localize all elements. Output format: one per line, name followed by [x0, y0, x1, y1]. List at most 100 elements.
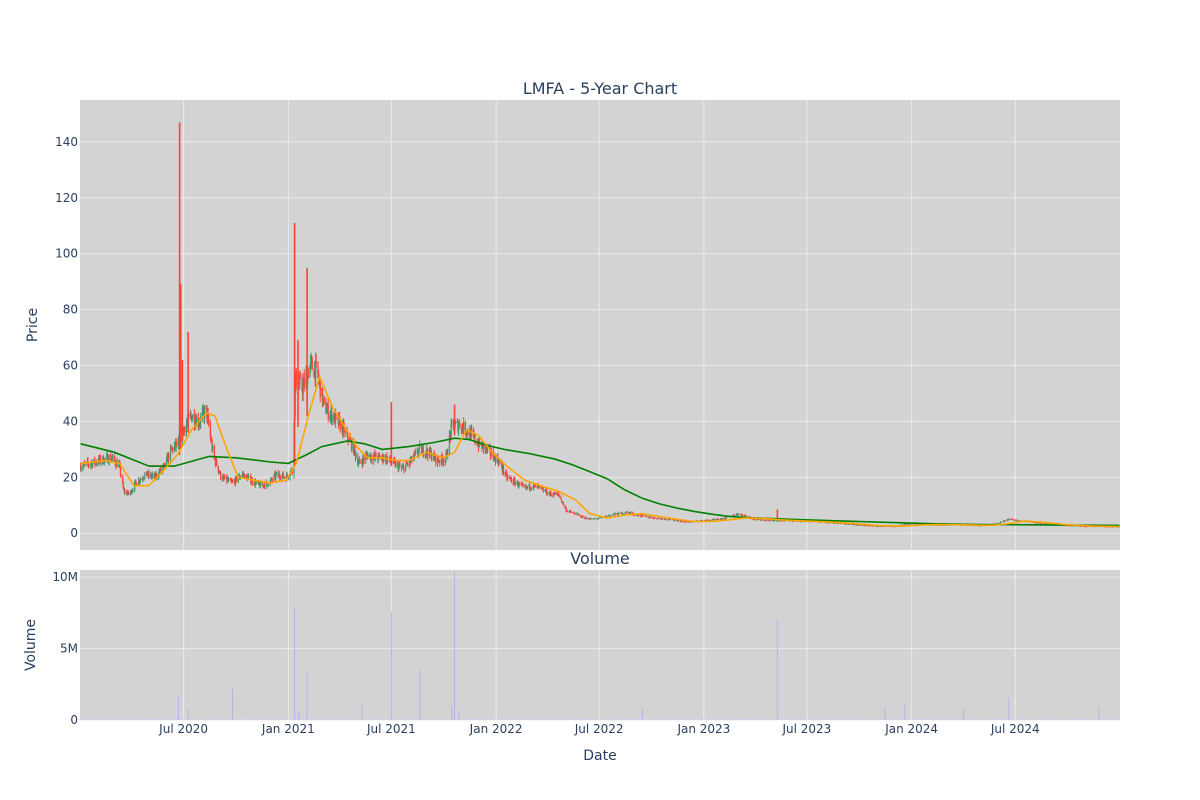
candle-body [291, 471, 293, 473]
candle-body [1080, 526, 1082, 528]
candle-body [452, 421, 455, 425]
candle-body [533, 484, 535, 488]
candle-body [270, 479, 272, 481]
candle-body [550, 492, 552, 495]
short-moving-average-line [80, 374, 1120, 528]
candle-body [87, 463, 90, 466]
candle-body [744, 515, 747, 517]
candle-body [283, 477, 285, 479]
candle-body [82, 466, 84, 469]
candle-body [421, 448, 423, 453]
candle-body [212, 446, 214, 451]
x-axis-label: Date [583, 748, 616, 764]
candle-body [124, 491, 126, 493]
price-y-tick: 80 [63, 303, 78, 317]
candle-body [111, 457, 114, 459]
candle-body [191, 418, 193, 422]
candle-body [1064, 525, 1066, 527]
candle-body [518, 482, 521, 485]
candle-body [309, 364, 311, 378]
candle-body [829, 522, 831, 524]
candle-body [307, 372, 309, 378]
candle-body [467, 429, 469, 434]
candle-body [208, 416, 210, 425]
candle-body [193, 414, 196, 425]
candle-body [102, 456, 104, 464]
candle-body [617, 512, 620, 515]
candle-body [378, 455, 381, 457]
candle-body [558, 495, 560, 497]
candle-body [706, 519, 708, 521]
candle-body [202, 408, 205, 412]
candle-body [686, 521, 688, 523]
candle-body [122, 476, 124, 483]
x-tick: Jul 2021 [366, 722, 416, 736]
candle-body [640, 516, 642, 518]
candle-body [267, 483, 269, 486]
candle-body [793, 521, 795, 522]
candle-body [1040, 523, 1042, 524]
candle-body [564, 507, 567, 509]
candle-body [629, 512, 632, 514]
candle-body [95, 461, 97, 464]
candle-body [905, 524, 907, 526]
candle-body [542, 488, 544, 492]
candle-body [207, 413, 209, 417]
candle-body [132, 490, 134, 492]
candle-body [399, 464, 401, 467]
candle-body [674, 520, 676, 521]
candle-body [366, 454, 368, 456]
candle-body [351, 440, 353, 450]
candle-body [234, 477, 237, 484]
x-tick: Jan 2021 [261, 722, 315, 736]
candle-body [550, 494, 552, 496]
candle-body [442, 458, 444, 463]
candle-body [662, 519, 664, 520]
candle-body [206, 405, 208, 419]
candle-body [557, 492, 559, 494]
candle-body [223, 476, 225, 478]
candle-body [354, 446, 356, 452]
candle-body [801, 521, 803, 523]
candle-body [510, 478, 512, 480]
price-gridlines [80, 100, 1120, 550]
candle-body [172, 447, 174, 451]
candle-body [378, 454, 380, 456]
candle-body [151, 475, 153, 477]
candle-body [618, 512, 620, 514]
candle-body [588, 518, 590, 520]
candle-body [295, 371, 297, 387]
candle-body [410, 459, 412, 463]
candle-body [231, 481, 234, 483]
price-y-tick: 120 [55, 191, 78, 205]
candle-body [630, 512, 632, 514]
candle-body [319, 381, 321, 397]
candle-body [243, 474, 246, 480]
candle-body [558, 493, 560, 496]
candle-body [327, 404, 329, 419]
candle-body [580, 517, 583, 518]
candle-body [827, 522, 830, 524]
candle-body [564, 504, 566, 508]
candle-body [658, 517, 660, 519]
candle-body [570, 512, 572, 513]
candle-body [584, 516, 586, 519]
candle-body [494, 457, 497, 463]
candle-body [427, 452, 429, 457]
candle-body [1016, 519, 1018, 521]
candle-body [112, 456, 114, 458]
candle-body [864, 524, 867, 526]
candle-body [354, 451, 357, 458]
candle-body [687, 521, 690, 523]
candle-body [546, 489, 548, 495]
candle-body [139, 481, 141, 483]
candle-body [617, 514, 619, 516]
candle-body [146, 471, 148, 477]
candle-body [416, 451, 419, 454]
candle-body [554, 492, 556, 495]
x-axis-tick-labels: Jul 2020 Jan 2021 Jul 2021 Jan 2022 Jul 2022… [158, 722, 1040, 736]
candle-body [382, 459, 385, 462]
candle-body [769, 520, 772, 521]
candle-body [201, 411, 203, 417]
candle-body [213, 446, 215, 458]
